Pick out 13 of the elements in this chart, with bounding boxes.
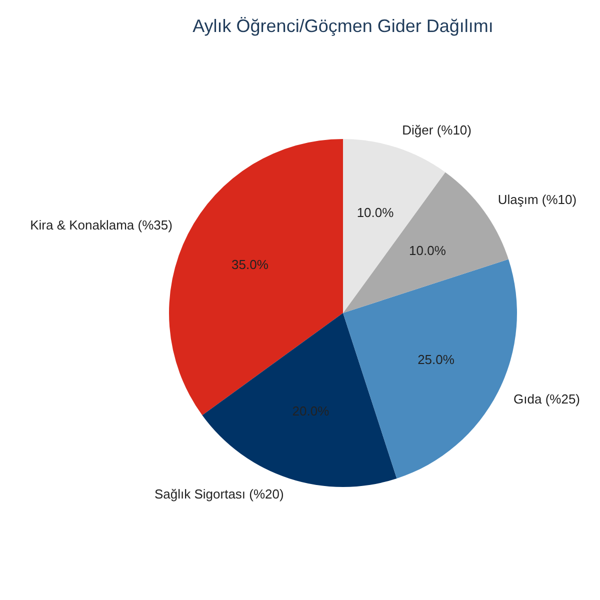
pie-slice <box>343 139 446 313</box>
slice-label: Ulaşım (%10) <box>498 192 577 207</box>
pie-slice <box>202 313 397 487</box>
data-label: 10.0% <box>409 243 446 258</box>
data-label: 35.0% <box>232 257 269 272</box>
slice-label: Sağlık Sigortası (%20) <box>154 486 284 502</box>
data-label: 20.0% <box>292 404 330 419</box>
chart-title: Aylık Öğrenci/Göçmen Gider Dağılımı <box>192 16 494 36</box>
slice-label: Kira & Konaklama (%35) <box>30 218 172 233</box>
slice-label: Diğer (%10) <box>402 122 472 138</box>
data-label: 10.0% <box>356 205 394 220</box>
data-label: 25.0% <box>418 352 455 367</box>
slice-label: Gıda (%25) <box>514 391 580 406</box>
